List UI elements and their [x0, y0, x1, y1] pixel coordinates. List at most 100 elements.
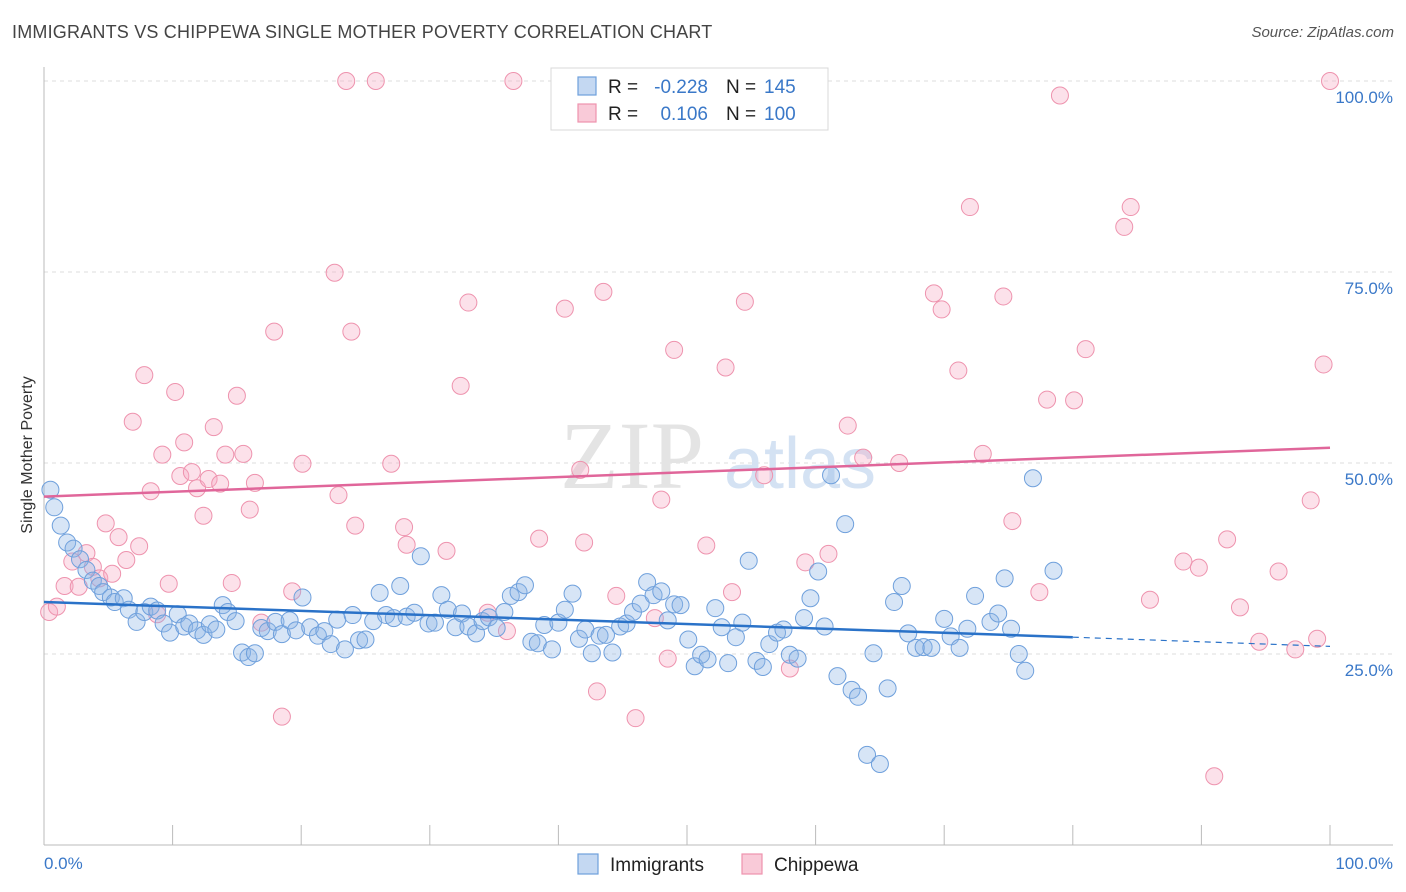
immigrant-point	[438, 600, 457, 619]
immigrant-point	[1044, 561, 1063, 580]
chippewa-point	[194, 506, 213, 525]
immigrant-point	[350, 631, 369, 650]
immigrant-point	[1023, 469, 1042, 488]
immigrant-point	[114, 589, 133, 608]
y-tick-label: 100.0%	[1335, 88, 1393, 107]
immigrant-point	[370, 583, 389, 602]
immigrant-point	[950, 638, 969, 657]
chippewa-point	[1321, 72, 1339, 90]
immigrant-point	[671, 596, 690, 615]
chippewa-point	[994, 287, 1013, 306]
chippewa-point	[924, 284, 943, 303]
chippewa-point	[504, 72, 523, 90]
chippewa-point	[1250, 632, 1269, 651]
chippewa-point	[1121, 198, 1140, 217]
chippewa-point	[135, 366, 154, 385]
chippewa-point	[1030, 583, 1049, 602]
chippewa-point	[555, 299, 574, 318]
chippewa-point	[325, 263, 344, 282]
immigrant-point	[487, 619, 506, 638]
chippewa-point	[234, 444, 253, 463]
x-tick-label-max: 100.0%	[1335, 854, 1393, 873]
immigrant-point	[692, 645, 711, 664]
chippewa-point	[175, 433, 194, 452]
immigrant-point	[679, 630, 698, 649]
immigrant-point	[719, 654, 738, 673]
chippewa-point	[451, 376, 470, 395]
immigrant-point	[858, 745, 877, 764]
immigrant-point	[405, 603, 424, 622]
immigrant-point	[272, 625, 291, 644]
chippewa-point	[245, 473, 264, 492]
chippewa-point	[723, 583, 742, 602]
chippewa-point	[199, 470, 218, 489]
immigrant-point	[815, 617, 834, 636]
chippewa-point	[227, 386, 246, 405]
chippewa-point	[1174, 552, 1193, 571]
immigrant-point	[906, 638, 925, 657]
immigrant-point	[328, 610, 347, 629]
immigrant-point	[207, 620, 226, 639]
immigrant-point	[712, 618, 731, 637]
chippewa-point	[1038, 390, 1057, 409]
chippewa-r-value: 0.106	[660, 104, 708, 125]
immigrant-point	[922, 638, 941, 657]
immigrant-point	[706, 599, 725, 618]
chippewa-point	[960, 198, 979, 217]
immigrant-point	[995, 569, 1014, 588]
chippewa-point	[265, 322, 284, 341]
chippewa-point	[366, 72, 385, 90]
chippewa-point	[96, 514, 115, 533]
chippewa-point	[838, 416, 857, 435]
immigrant-point	[801, 589, 820, 608]
chippewa-point	[1218, 530, 1237, 549]
chippewa-point	[530, 529, 549, 548]
immigrant-point	[914, 638, 933, 657]
immigrant-point	[631, 594, 650, 613]
immigrant-point	[658, 611, 677, 630]
immigrant-point	[665, 595, 684, 614]
legend-immigrants-swatch	[577, 853, 599, 875]
immigrant-point	[509, 583, 528, 602]
chippewa-point	[437, 541, 456, 560]
chippewa-point	[329, 486, 348, 505]
y-axis-label: Single Mother Poverty	[19, 376, 36, 533]
immigrant-point	[892, 577, 911, 596]
chippewa-point	[459, 293, 478, 312]
immigrant-point	[885, 593, 904, 612]
immigrant-point	[652, 582, 671, 601]
immigrant-point	[753, 657, 772, 676]
chippewa-point	[973, 444, 992, 463]
immigrant-point	[849, 687, 868, 706]
immigrant-point	[105, 593, 124, 612]
chippewa-point	[1230, 598, 1249, 617]
immigrant-point	[966, 586, 985, 605]
y-tick-label: 50.0%	[1345, 470, 1393, 489]
chippewa-point	[854, 448, 873, 467]
chippewa-point	[1076, 340, 1095, 359]
immigrant-point	[77, 560, 96, 579]
chippewa-point	[382, 454, 401, 473]
chippewa-n-label: N =	[726, 104, 756, 125]
immigrant-point	[822, 466, 841, 485]
y-tick-label: 75.0%	[1345, 279, 1393, 298]
immigrants-r-label: R =	[608, 77, 638, 98]
legend-immigrants-label: Immigrants	[610, 855, 704, 876]
immigrant-point	[343, 606, 362, 625]
chippewa-point	[652, 490, 671, 509]
chippewa-point	[1269, 562, 1288, 581]
chart-title: IMMIGRANTS VS CHIPPEWA SINGLE MOTHER POV…	[12, 22, 713, 42]
chippewa-point	[1286, 640, 1305, 659]
chippewa-point	[337, 72, 356, 90]
immigrants-n-label: N =	[726, 77, 756, 98]
immigrant-point	[321, 635, 340, 654]
immigrant-point	[45, 498, 64, 517]
chippewa-point	[1115, 217, 1134, 236]
chippewa-point	[796, 553, 815, 572]
chippewa-point	[1050, 86, 1069, 105]
immigrant-point	[308, 626, 327, 645]
immigrant-point	[335, 640, 354, 659]
axes	[43, 67, 1393, 846]
watermark-zip: ZIP	[560, 402, 704, 509]
chippewa-point	[216, 445, 235, 464]
